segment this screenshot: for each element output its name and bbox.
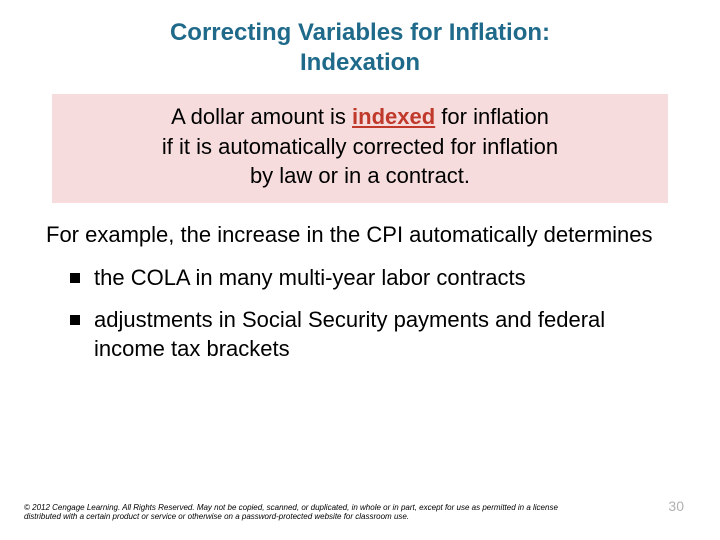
definition-line-1: A dollar amount is indexed for inflation [76,102,644,132]
bullet-text: adjustments in Social Security payments … [94,306,674,363]
bullet-icon [70,315,80,325]
bullet-text: the COLA in many multi-year labor contra… [94,264,674,293]
definition-box: A dollar amount is indexed for inflation… [52,94,668,203]
body-lead: For example, the increase in the CPI aut… [46,221,674,250]
bullet-icon [70,273,80,283]
title-line-1: Correcting Variables for Inflation: [24,18,696,48]
definition-line-2: if it is automatically corrected for inf… [76,132,644,162]
slide-title: Correcting Variables for Inflation: Inde… [24,18,696,78]
title-line-2: Indexation [24,48,696,78]
list-item: the COLA in many multi-year labor contra… [70,264,674,293]
slide: Correcting Variables for Inflation: Inde… [0,0,720,540]
def-word: indexed [352,104,435,129]
page-number: 30 [668,498,684,514]
bullet-list: the COLA in many multi-year labor contra… [70,264,674,364]
copyright-text: © 2012 Cengage Learning. All Rights Rese… [24,503,584,522]
list-item: adjustments in Social Security payments … [70,306,674,363]
def-pre: A dollar amount is [171,104,352,129]
def-mid: for inflation [435,104,549,129]
definition-line-3: by law or in a contract. [76,161,644,191]
